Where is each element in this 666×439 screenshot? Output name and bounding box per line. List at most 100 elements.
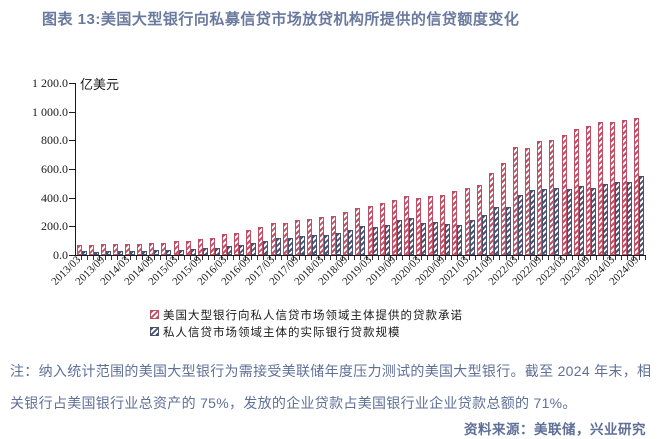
bar-commitment (488, 173, 494, 255)
bar-actual-loan (408, 218, 414, 255)
x-axis-tick (147, 256, 149, 260)
bar-actual-loan (578, 186, 584, 255)
bar-commitment (585, 126, 591, 255)
bar-actual-loan (251, 243, 257, 255)
bar-actual-loan (142, 251, 148, 255)
legend-marker-actual-loan (150, 327, 159, 336)
x-axis-tick (554, 256, 556, 260)
bar-actual-loan (421, 223, 427, 255)
bar-actual-loan (518, 195, 524, 255)
x-axis-tick (93, 256, 95, 260)
bar-actual-loan (154, 250, 160, 255)
x-axis-tick (232, 256, 234, 260)
bar-commitment (209, 238, 215, 255)
x-axis-tick (541, 256, 543, 260)
bar-commitment (573, 129, 579, 255)
y-axis-tick (69, 169, 75, 170)
bar-actual-loan (227, 246, 233, 255)
y-axis-unit-label: 亿美元 (80, 77, 120, 92)
bar-commitment (537, 141, 543, 255)
bar-commitment (500, 163, 506, 255)
x-axis-tick (475, 256, 477, 260)
bar-commitment (610, 122, 616, 255)
bar-commitment (367, 206, 373, 255)
bar-commitment (112, 244, 118, 255)
legend-label-commitment: 美国大型银行向私人信贷市场领域主体提供的贷款承诺 (163, 309, 463, 322)
y-axis-tick (69, 226, 75, 228)
y-axis-tick-label: 0.0 (53, 248, 68, 262)
bar-commitment (246, 230, 252, 255)
bar-commitment (464, 188, 470, 255)
x-axis-tick (214, 256, 216, 260)
bar-commitment (476, 185, 482, 255)
bar-commitment (403, 196, 409, 255)
bar-commitment (343, 212, 349, 255)
x-axis-tick (481, 256, 483, 260)
legend-label-actual-loan: 私人信贷市场领域主体的实际银行贷款规模 (163, 326, 401, 339)
bar-actual-loan (360, 226, 366, 255)
bar-commitment (452, 191, 458, 255)
x-axis-tick (602, 256, 604, 260)
x-axis-tick (590, 256, 592, 260)
y-axis-tick (69, 140, 75, 142)
x-axis-tick (256, 256, 258, 260)
x-axis-tick (262, 256, 264, 260)
x-axis-tick (281, 256, 283, 260)
bar-commitment (379, 203, 385, 255)
x-axis-tick (608, 256, 610, 260)
bar-commitment (258, 227, 264, 255)
bar-actual-loan (469, 220, 475, 255)
bar-actual-loan (130, 251, 135, 255)
x-axis-tick (269, 256, 271, 260)
x-axis-tick (384, 256, 386, 260)
bar-actual-loan (275, 238, 281, 255)
bar-commitment (416, 198, 422, 255)
bar-commitment (161, 243, 167, 255)
x-axis-tick (323, 256, 325, 260)
y-axis-tick (69, 83, 75, 84)
x-axis-tick (99, 256, 101, 260)
x-axis-tick (117, 256, 119, 260)
x-axis-tick (366, 256, 368, 260)
bar-commitment (88, 245, 94, 255)
bar-actual-loan (566, 189, 572, 255)
bar-commitment (513, 147, 519, 255)
x-axis-tick (275, 256, 277, 260)
x-axis-tick (299, 256, 301, 260)
x-axis-tick (81, 256, 83, 260)
bar-actual-loan (542, 189, 548, 255)
y-axis-tick-label: 1 200.0 (32, 76, 68, 90)
x-axis-tick (141, 256, 143, 260)
x-axis-tick (390, 256, 392, 260)
x-axis-tick (547, 256, 549, 260)
bar-actual-loan (324, 235, 330, 255)
x-axis-tick (360, 256, 361, 260)
x-axis-tick (529, 256, 531, 260)
x-axis-tick (159, 256, 161, 260)
bar-commitment (319, 217, 325, 255)
x-axis-tick (584, 256, 586, 260)
bar-actual-loan (336, 233, 342, 255)
x-axis-tick (311, 256, 313, 260)
x-axis-tick (87, 256, 89, 260)
bar-commitment (222, 234, 228, 255)
bar-actual-loan (105, 251, 111, 255)
bar-commitment (634, 118, 640, 255)
x-axis-tick (129, 256, 131, 260)
x-axis-tick (572, 256, 574, 260)
y-axis-tick-label: 600.0 (41, 162, 68, 176)
bar-actual-loan (505, 207, 511, 255)
bar-actual-loan (590, 188, 596, 255)
x-axis-tick (165, 256, 167, 260)
x-axis-tick (560, 256, 562, 260)
x-axis-tick (135, 256, 137, 260)
x-axis-tick (378, 256, 380, 260)
bar-actual-loan (190, 249, 196, 255)
bar-commitment (549, 140, 555, 255)
y-axis-tick-label: 200.0 (41, 219, 68, 234)
footnote: 注：纳入统计范围的美国大型银行为需接受美联储年度压力测试的美国大型银行。截至 2… (10, 363, 652, 411)
x-axis-tick (463, 256, 465, 260)
bar-actual-loan (311, 235, 317, 255)
bar-commitment (331, 216, 337, 255)
x-axis-tick (523, 256, 525, 260)
